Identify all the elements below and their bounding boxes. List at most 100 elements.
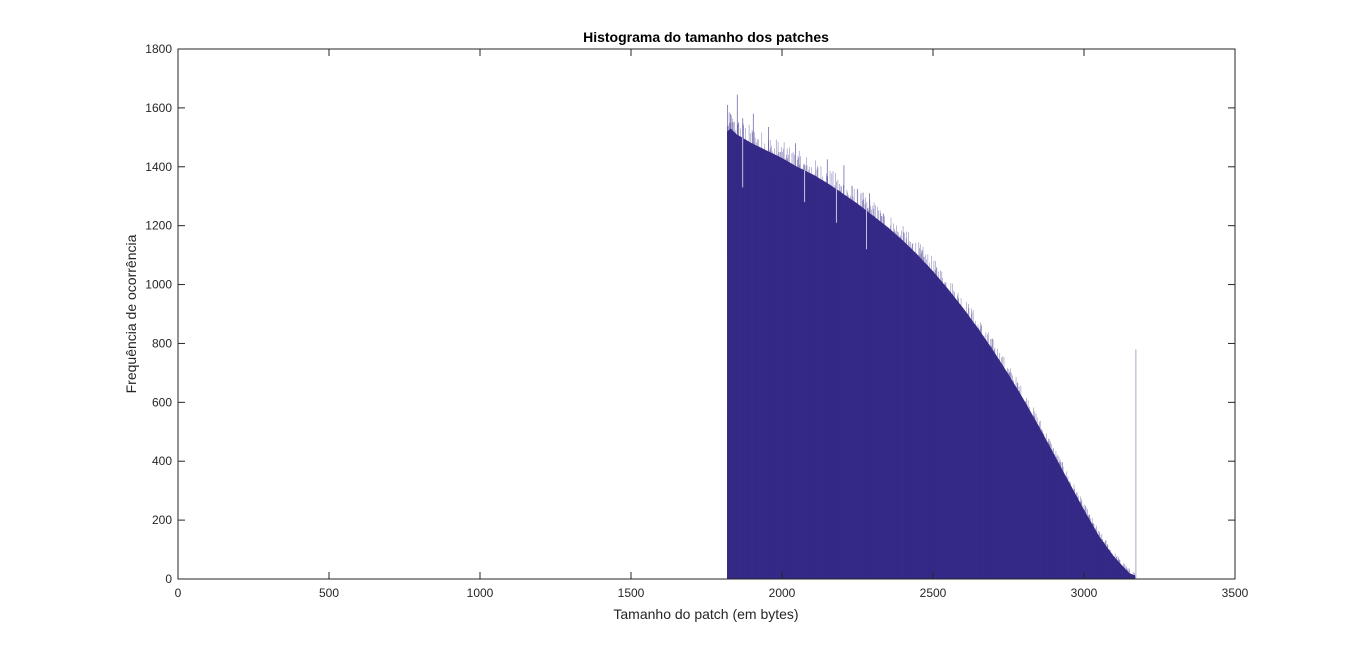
histogram-bin	[804, 171, 806, 579]
histogram-bin	[1125, 571, 1126, 579]
histogram-bin	[1034, 411, 1036, 579]
histogram-bin	[1033, 415, 1035, 579]
histogram-bin	[931, 272, 933, 579]
histogram-bin	[818, 183, 819, 579]
histogram-bin	[1128, 571, 1129, 579]
histogram-bin	[1007, 373, 1009, 579]
histogram-bin	[1073, 484, 1075, 579]
histogram-bin	[811, 178, 813, 579]
histogram-bin	[769, 140, 771, 579]
histogram-bin	[881, 216, 883, 579]
histogram-bin	[947, 294, 949, 579]
histogram-bin	[746, 152, 747, 579]
histogram-bin	[862, 192, 864, 580]
histogram-bin	[1036, 417, 1038, 579]
histogram-bin	[893, 232, 895, 580]
histogram-bin	[1063, 474, 1065, 579]
histogram-bin	[924, 272, 926, 579]
histogram-bin	[794, 168, 796, 579]
histogram-bin	[1028, 417, 1030, 579]
histogram-bin	[757, 139, 758, 579]
histogram-bin	[855, 216, 856, 579]
histogram-bin	[943, 292, 944, 579]
histogram-bin	[874, 215, 876, 580]
histogram-bin	[917, 268, 918, 579]
histogram-bin	[838, 197, 839, 580]
histogram-bin	[948, 299, 949, 579]
histogram-bin	[1080, 498, 1082, 579]
histogram-bin	[762, 150, 763, 579]
histogram-bin	[786, 154, 787, 580]
histogram-bin	[866, 201, 868, 579]
histogram-bin	[954, 292, 955, 579]
histogram-bin	[960, 298, 962, 579]
x-tick-label: 3500	[1222, 586, 1249, 600]
histogram-bin	[1120, 565, 1122, 579]
histogram-bin	[945, 283, 946, 579]
histogram-bin	[1014, 385, 1016, 579]
histogram-bin	[983, 344, 984, 579]
histogram-bin	[1087, 509, 1088, 579]
histogram-bin	[1129, 574, 1131, 579]
histogram-bin	[1006, 373, 1008, 579]
histogram-bin	[1117, 564, 1118, 579]
histogram-bin	[803, 164, 804, 579]
chart-title: Histograma do tamanho dos patches	[583, 29, 829, 45]
histogram-bin	[1015, 377, 1017, 579]
histogram-bin	[983, 335, 985, 579]
histogram-bin	[1064, 477, 1065, 579]
histogram-bin	[1082, 510, 1083, 579]
histogram-bin	[977, 327, 978, 579]
histogram-bin	[740, 128, 741, 579]
histogram-bin	[886, 233, 888, 579]
histogram-bin	[754, 132, 755, 580]
histogram-bin	[1047, 447, 1048, 579]
histogram-bin	[1009, 371, 1010, 579]
histogram-bin	[1048, 438, 1049, 579]
histogram-bin	[995, 358, 996, 579]
histogram-bin	[1094, 530, 1096, 579]
histogram-bin	[833, 195, 835, 579]
histogram-bin	[929, 278, 931, 579]
histogram-bin	[1104, 541, 1106, 579]
histogram-bin	[1122, 566, 1123, 579]
histogram-bin	[749, 133, 751, 579]
histogram-bin	[824, 193, 825, 579]
histogram-bin	[856, 189, 858, 579]
histogram-bin	[1061, 462, 1063, 579]
y-tick-label: 1400	[145, 160, 172, 174]
histogram-bin	[878, 227, 880, 579]
histogram-bin	[1095, 527, 1097, 579]
histogram-bin	[1117, 559, 1119, 579]
histogram-bin	[819, 179, 821, 579]
histogram-bin	[1004, 374, 1006, 579]
histogram-bin	[843, 185, 844, 579]
histogram-bin	[1077, 497, 1078, 579]
histogram-bin	[1037, 424, 1039, 579]
histogram-bin	[942, 288, 944, 579]
histogram-bin	[829, 185, 830, 579]
histogram-bin	[888, 241, 890, 579]
histogram-bin	[816, 176, 818, 579]
histogram-bin	[1058, 456, 1060, 579]
histogram-bin	[977, 324, 979, 579]
histogram-bin	[910, 247, 912, 579]
x-tick-label: 500	[319, 586, 339, 600]
histogram-bin	[927, 254, 929, 580]
histogram-bin	[834, 185, 836, 579]
histogram-bin	[757, 149, 759, 579]
histogram-bin	[830, 198, 832, 579]
histogram-bin	[813, 180, 815, 579]
histogram-bin	[756, 142, 757, 580]
histogram-bin	[1001, 357, 1002, 579]
histogram-bin	[1058, 465, 1059, 579]
histogram-bin	[876, 227, 878, 580]
histogram-bin	[1000, 372, 1002, 579]
histogram-bin	[946, 297, 947, 579]
histogram-bin	[885, 235, 886, 579]
histogram-bin	[969, 324, 970, 579]
histogram-bin	[1035, 421, 1036, 579]
histogram-bin	[925, 254, 926, 579]
histogram-bin	[832, 171, 834, 579]
histogram-bin	[984, 341, 985, 579]
